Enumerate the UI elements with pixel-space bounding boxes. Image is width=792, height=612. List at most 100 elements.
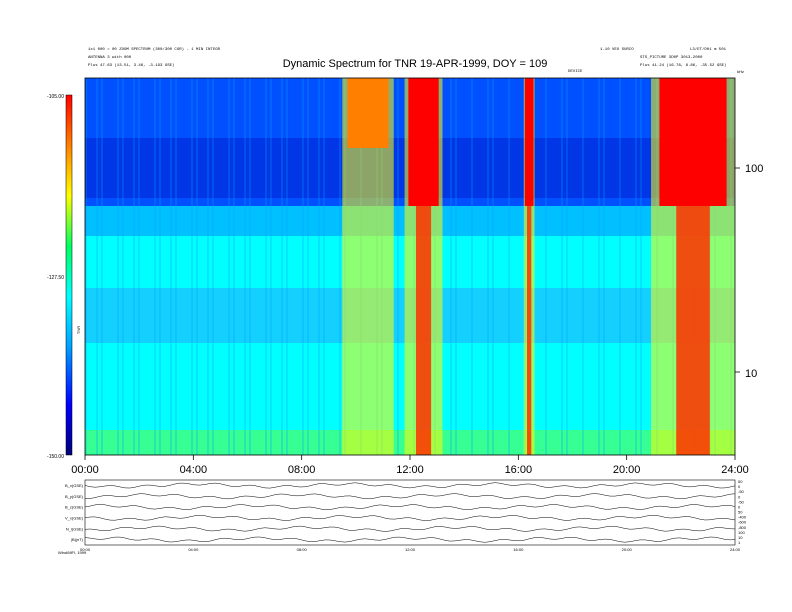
mag-right-tick: -400 [738, 515, 747, 520]
mag-x-tick-label: 04:00 [188, 547, 199, 552]
mag-right-tick: 0 [738, 494, 741, 499]
streak [122, 78, 124, 455]
mag-trace [85, 493, 736, 500]
streak [323, 78, 325, 455]
header-right-line-3: Plus 41.24 (16.78, 8.86, -35.52 GSE) [640, 64, 727, 68]
mag-x-tick-label: 16:00 [513, 547, 524, 552]
streak [265, 78, 267, 455]
streak [207, 78, 209, 455]
burst-column [415, 206, 432, 455]
streak [455, 78, 457, 455]
colorbar-tick-mid: -127.50 [47, 275, 64, 281]
streak [619, 78, 621, 455]
streak [302, 78, 304, 455]
streak [561, 78, 563, 455]
burst-core [408, 78, 439, 206]
streak [85, 78, 87, 455]
streak [228, 78, 230, 455]
right-axis-label-10: 10 [745, 368, 757, 380]
magnetometer-panel: B_x(GSE) B_y(GSE) B_z(GSE) V_x(GSE) N_i(GSE)… [58, 479, 747, 555]
streak [212, 78, 214, 455]
right-axis-unit: kHz [737, 69, 744, 74]
burst-core [659, 78, 727, 206]
colorbar [65, 94, 73, 456]
streak [138, 78, 140, 455]
header-left-line-2: ANTENNA 3 with 000 [88, 56, 132, 60]
mag-trace [84, 525, 736, 532]
mag-trace [84, 482, 736, 489]
streak [233, 78, 235, 455]
x-tick-label: 04:00 [180, 464, 208, 476]
mag-right-tick: 50 [738, 479, 743, 484]
streak [487, 78, 489, 455]
x-tick-label: 24:00 [721, 464, 749, 476]
x-tick-label: 20:00 [613, 464, 641, 476]
streak [566, 78, 568, 455]
streak [318, 78, 320, 455]
streak [249, 78, 251, 455]
mag-trace [84, 536, 736, 543]
header-right-line-4: L3/ET/D01 m 501 [690, 48, 727, 52]
x-tick-label: 16:00 [505, 464, 533, 476]
streak [286, 78, 288, 455]
x-tick-label: 00:00 [71, 464, 99, 476]
burst-column [527, 206, 532, 455]
mag-right-tick: 1 [738, 540, 741, 545]
spectrogram-plot [84, 77, 736, 456]
x-tick-label: 08:00 [288, 464, 316, 476]
mag-right-tick: -600 [738, 520, 747, 525]
mag-label: B_y(GSE) [65, 494, 84, 499]
mag-right-tick: -800 [738, 525, 747, 530]
mag-label: B_x(GSE) [65, 483, 84, 488]
streak [196, 78, 198, 455]
streak [281, 78, 283, 455]
mag-right-tick: -50 [738, 489, 745, 494]
streak [170, 78, 172, 455]
mag-right-tick: 100 [738, 530, 745, 535]
streak [598, 78, 600, 455]
mag-label: B_z(GSE) [65, 505, 84, 510]
mag-trace [84, 514, 736, 521]
burst-core [524, 78, 534, 206]
mag-x-tick-label: 12:00 [405, 547, 416, 552]
header-left-line-1: 1x1 000 = 00 ZOOM SPECTRUM (300/300 COR)… [88, 48, 221, 52]
mag-trace [84, 504, 736, 510]
mag-footer: Wind/MFI, 1999 [58, 550, 87, 555]
x-tick-label: 12:00 [396, 464, 424, 476]
burst-core [347, 78, 389, 148]
mag-right-tick: -50 [738, 499, 745, 504]
streak [101, 78, 103, 455]
streak [492, 78, 494, 455]
streak [244, 78, 246, 455]
mag-x-tick-label: 24:00 [730, 547, 741, 552]
mag-label: V_x(GSE) [65, 515, 84, 520]
streak [175, 78, 177, 455]
mag-label: N_i(GSE) [66, 526, 84, 531]
colorbar-label: TNR [76, 326, 81, 334]
header-right-line-1: 1.10 VEO SURCO [600, 48, 634, 52]
mag-label: |B|(nT) [71, 537, 84, 542]
streak [603, 78, 605, 455]
streak [339, 78, 341, 455]
streak [582, 78, 584, 455]
streak [159, 78, 161, 455]
streak [191, 78, 193, 455]
streak [96, 78, 98, 455]
header-left-line-3: Plus 47.63 (13.51, 3.46, -3.193 GSE) [88, 64, 175, 68]
mag-right-tick: 0 [738, 484, 741, 489]
header-center: DEVICE [568, 70, 583, 74]
streak [117, 78, 119, 455]
streak [154, 78, 156, 455]
streak [640, 78, 642, 455]
mag-frame [84, 479, 736, 546]
burst-column [676, 206, 710, 455]
mag-x-tick-label: 08:00 [297, 547, 308, 552]
colorbar-tick-bottom: -150.00 [47, 454, 64, 460]
streak [545, 78, 547, 455]
streak [397, 78, 399, 455]
mag-x-tick-label: 00:00 [80, 547, 91, 552]
header-right-line-2: STS_PICTURE 3D0P 3013-2000 [640, 56, 703, 60]
mag-x-tick-label: 20:00 [622, 547, 633, 552]
streak [471, 78, 473, 455]
